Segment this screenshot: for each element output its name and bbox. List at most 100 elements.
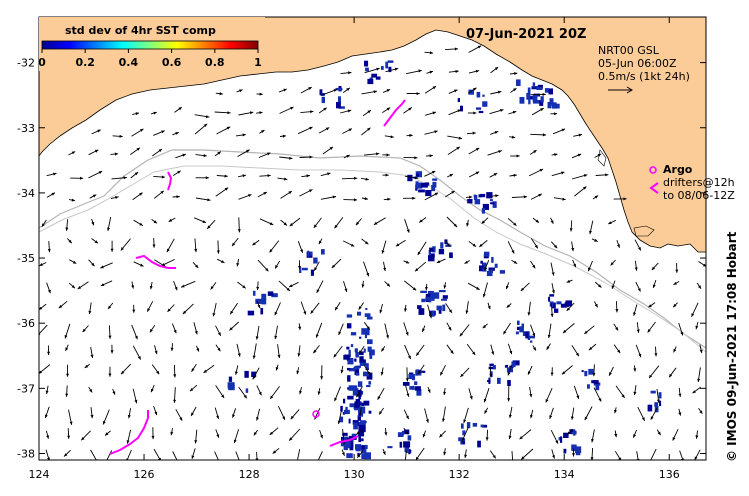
sst-cell <box>354 369 360 375</box>
current-arrow <box>590 447 594 460</box>
sst-cell <box>342 432 348 436</box>
sst-cell <box>359 336 362 339</box>
sst-cell <box>425 296 432 301</box>
current-arrow <box>68 151 76 156</box>
sst-cell <box>525 331 529 339</box>
current-arrow <box>531 107 544 116</box>
current-arrow <box>100 262 113 269</box>
current-arrow <box>615 301 619 313</box>
current-arrow <box>594 281 602 288</box>
sst-cell <box>397 432 404 437</box>
current-arrow <box>507 218 517 227</box>
current-arrow <box>466 343 476 356</box>
sst-cell <box>540 96 544 103</box>
current-arrow <box>340 71 352 75</box>
current-arrow <box>153 405 158 416</box>
current-arrow <box>154 190 165 199</box>
current-arrow <box>698 261 706 267</box>
current-arrow <box>255 325 260 340</box>
colorbar-gradient <box>41 40 259 50</box>
current-arrow <box>358 302 364 310</box>
sst-cell <box>462 430 466 436</box>
current-arrow <box>384 323 389 339</box>
current-arrow <box>320 365 324 380</box>
sst-cell <box>529 335 535 339</box>
current-arrow <box>382 88 391 93</box>
current-arrow <box>547 323 552 339</box>
sst-cell <box>486 192 493 199</box>
current-arrow <box>235 133 246 137</box>
current-arrow <box>289 217 301 227</box>
current-arrow <box>654 346 658 357</box>
sst-cell <box>428 255 435 262</box>
current-arrow <box>70 176 84 180</box>
current-arrow <box>90 346 94 359</box>
current-arrow <box>278 88 287 93</box>
sst-cell <box>462 441 465 444</box>
current-arrow <box>316 280 324 294</box>
current-arrow <box>530 260 536 269</box>
current-arrow <box>611 280 616 290</box>
sst-cell <box>408 374 415 379</box>
current-arrow <box>550 429 559 444</box>
current-arrow <box>482 282 488 298</box>
sst-cell <box>355 399 360 404</box>
sst-cell <box>588 368 594 375</box>
current-arrow <box>279 134 287 138</box>
sst-cell <box>537 84 543 89</box>
current-arrow <box>467 282 480 291</box>
current-arrow <box>175 409 183 421</box>
sst-cell <box>512 360 520 366</box>
current-arrow <box>274 260 281 269</box>
current-arrow <box>358 407 362 417</box>
current-arrow <box>532 217 540 223</box>
colorbar-tick-label: 0 <box>38 56 46 69</box>
sst-cell <box>349 445 354 451</box>
current-arrow <box>189 384 198 392</box>
current-arrow <box>678 322 684 336</box>
current-arrow <box>214 111 231 115</box>
current-arrow <box>259 218 274 226</box>
current-arrow <box>170 428 174 436</box>
sst-cell <box>354 358 357 362</box>
current-arrow <box>342 128 353 134</box>
current-arrow <box>405 367 409 382</box>
sst-cell <box>473 194 478 200</box>
sst-cell <box>404 445 409 453</box>
current-arrow <box>363 364 371 376</box>
current-arrow <box>195 176 209 180</box>
sst-cell <box>352 420 359 425</box>
sst-cell <box>228 383 235 391</box>
current-arrow <box>361 177 369 181</box>
current-arrow <box>424 192 439 201</box>
sst-cell <box>354 348 358 353</box>
sst-cell <box>419 370 426 373</box>
current-arrow <box>229 302 238 315</box>
sst-cell <box>418 189 425 193</box>
current-arrow <box>215 344 221 352</box>
current-arrow <box>551 283 555 294</box>
current-arrow <box>572 448 575 457</box>
current-arrow <box>507 364 513 376</box>
sst-cell <box>407 174 413 182</box>
sst-cell <box>402 382 410 386</box>
current-arrow <box>382 173 389 177</box>
sst-cell <box>251 371 257 377</box>
current-arrow <box>110 196 119 200</box>
argo-legend-label: Argo <box>663 163 693 176</box>
sst-cell <box>531 86 538 90</box>
y-axis-labels: -32 -33 -34 -35 -36 -37 -38 <box>17 57 35 461</box>
colorbar-tick-label: 0.8 <box>205 56 225 69</box>
sst-cell <box>412 385 415 390</box>
current-arrow <box>288 428 301 442</box>
current-arrow <box>173 364 177 378</box>
current-arrow <box>571 174 588 180</box>
sst-cell <box>556 301 562 305</box>
current-arrow <box>215 92 223 96</box>
sst-cell <box>357 408 361 413</box>
sst-cell <box>420 290 427 293</box>
current-arrow <box>461 427 469 442</box>
current-arrow <box>673 346 677 353</box>
current-arrow <box>46 282 51 294</box>
